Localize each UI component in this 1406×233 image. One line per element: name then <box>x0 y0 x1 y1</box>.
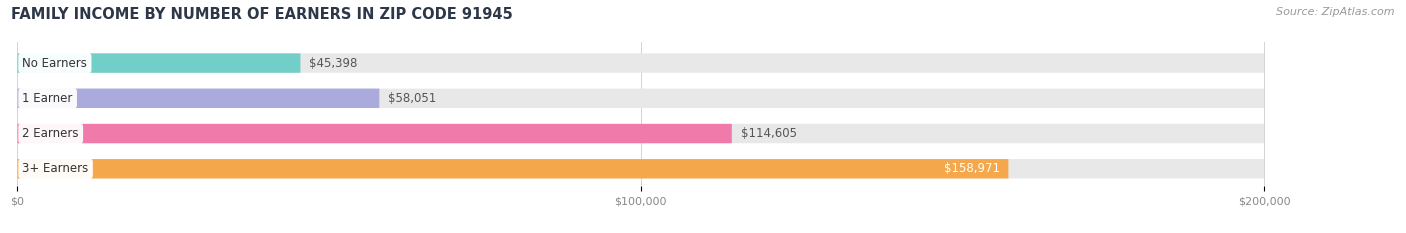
Text: 3+ Earners: 3+ Earners <box>22 162 89 175</box>
FancyBboxPatch shape <box>17 159 1264 178</box>
FancyBboxPatch shape <box>17 159 1008 178</box>
Text: Source: ZipAtlas.com: Source: ZipAtlas.com <box>1277 7 1395 17</box>
Text: $114,605: $114,605 <box>741 127 797 140</box>
FancyBboxPatch shape <box>17 53 301 73</box>
FancyBboxPatch shape <box>17 89 380 108</box>
Text: No Earners: No Earners <box>22 57 87 70</box>
Text: 2 Earners: 2 Earners <box>22 127 79 140</box>
FancyBboxPatch shape <box>17 89 1264 108</box>
Text: $58,051: $58,051 <box>388 92 436 105</box>
FancyBboxPatch shape <box>17 53 1264 73</box>
Text: FAMILY INCOME BY NUMBER OF EARNERS IN ZIP CODE 91945: FAMILY INCOME BY NUMBER OF EARNERS IN ZI… <box>11 7 513 22</box>
FancyBboxPatch shape <box>17 124 1264 143</box>
FancyBboxPatch shape <box>17 124 731 143</box>
Text: $45,398: $45,398 <box>309 57 357 70</box>
Text: 1 Earner: 1 Earner <box>22 92 73 105</box>
Text: $158,971: $158,971 <box>943 162 1000 175</box>
